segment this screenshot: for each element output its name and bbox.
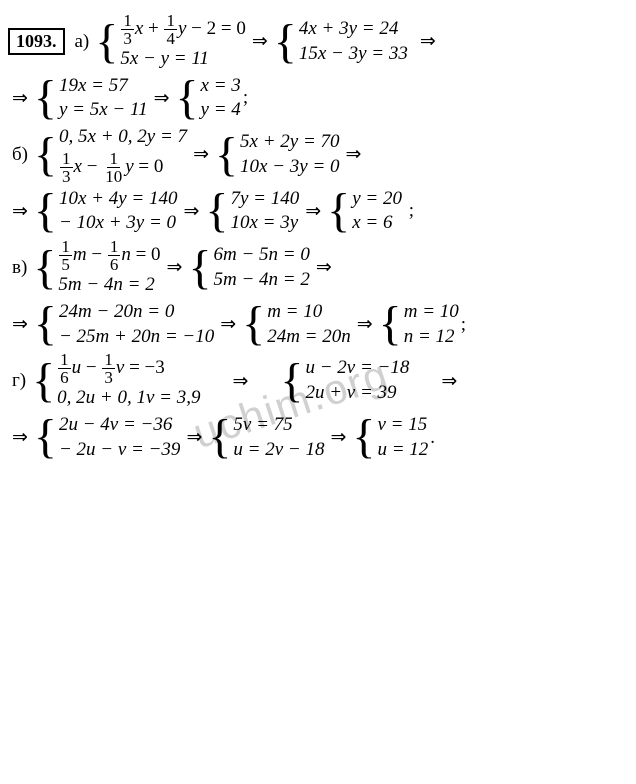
part-b-label: б): [12, 144, 28, 166]
part-a-label: а): [75, 31, 90, 53]
line-v-1: в) { 15m − 16n = 0 5m − 4n = 2 ⇒ { 6m − …: [8, 238, 628, 298]
part-v-label: в): [12, 257, 27, 279]
line-g-2: ⇒ { 2u − 4v = −36 − 2u − v = −39 ⇒ { 5v …: [8, 413, 628, 462]
line-b-2: ⇒ { 10x + 4y = 140 − 10x + 3y = 0 ⇒ { 7y…: [8, 187, 628, 236]
line-a-1: 1093. а) { 13x + 14y − 2 = 0 5x − y = 11…: [8, 12, 628, 72]
line-b-1: б) { 0, 5x + 0, 2y = 7 13x − 110y = 0 ⇒ …: [8, 125, 628, 185]
line-v-2: ⇒ { 24m − 20n = 0 − 25m + 20n = −10 ⇒ { …: [8, 300, 628, 349]
solution-content: 1093. а) { 13x + 14y − 2 = 0 5x − y = 11…: [8, 12, 628, 462]
line-g-1: г) { 16u − 13v = −3 0, 2u + 0, 1v = 3,9 …: [8, 351, 628, 411]
problem-number: 1093.: [8, 28, 65, 55]
part-g-label: г): [12, 370, 26, 392]
line-a-2: ⇒ { 19x = 57 y = 5x − 11 ⇒ { x = 3 y = 4…: [8, 74, 628, 123]
